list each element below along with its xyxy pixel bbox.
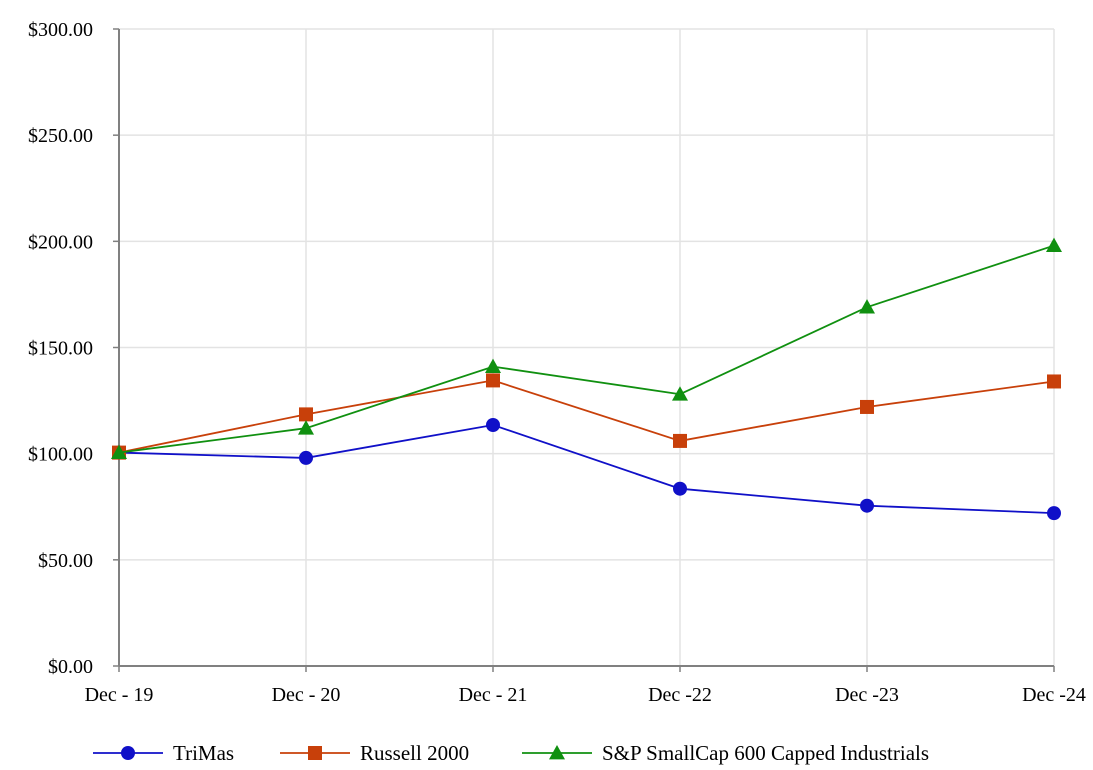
data-point <box>1047 506 1061 521</box>
data-point <box>673 481 687 496</box>
grid-layer <box>119 28 1055 666</box>
data-point <box>299 450 313 465</box>
series-line <box>118 244 1055 454</box>
legend-label: S&P SmallCap 600 Capped Industrials <box>602 741 929 765</box>
y-tick-label: $50.00 <box>38 550 93 572</box>
y-tick-label: $300.00 <box>28 19 93 41</box>
series-2 <box>111 237 1062 460</box>
y-tick-label: $150.00 <box>28 338 93 360</box>
data-point <box>860 498 874 513</box>
data-point <box>485 358 501 374</box>
series-line <box>118 379 1055 454</box>
x-tick-label: Dec - 19 <box>85 684 154 706</box>
data-point <box>111 444 127 460</box>
data-point <box>859 299 875 314</box>
legend-item: Russell 2000 <box>280 741 469 765</box>
x-tick-label: Dec - 21 <box>459 684 528 706</box>
x-tick-label: Dec - 20 <box>272 684 341 706</box>
legend-marker <box>549 745 565 760</box>
data-point <box>486 373 500 388</box>
data-point <box>298 420 314 435</box>
y-tick-label: $0.00 <box>48 656 93 678</box>
y-tick-label: $250.00 <box>28 125 93 147</box>
data-point <box>486 418 500 433</box>
x-tick-label: Dec -24 <box>1022 684 1086 706</box>
series-line <box>118 424 1055 515</box>
data-point <box>1046 237 1062 252</box>
axis-layer: $0.00 $50.00 $100.00 $150.00 $200.00 $250.00 $… <box>28 19 1086 706</box>
legend: TriMas Russell 2000 S&P SmallCap 600 Cappe… <box>93 741 929 765</box>
legend-label: Russell 2000 <box>360 741 469 765</box>
data-point <box>673 433 687 448</box>
legend-label: TriMas <box>173 741 234 765</box>
series-layer <box>111 237 1062 521</box>
legend-marker <box>308 746 322 760</box>
series-1 <box>112 373 1061 460</box>
x-tick-label: Dec -23 <box>835 684 899 706</box>
data-point <box>672 386 688 401</box>
y-tick-label: $200.00 <box>28 231 93 253</box>
data-point <box>299 407 313 422</box>
y-tick-label: $100.00 <box>28 444 93 466</box>
data-point <box>860 399 874 414</box>
x-tick-label: Dec -22 <box>648 684 712 706</box>
legend-item: TriMas <box>93 741 234 765</box>
series-0 <box>112 418 1061 521</box>
data-point <box>1047 374 1061 389</box>
legend-marker <box>121 746 135 760</box>
legend-item: S&P SmallCap 600 Capped Industrials <box>522 741 929 765</box>
